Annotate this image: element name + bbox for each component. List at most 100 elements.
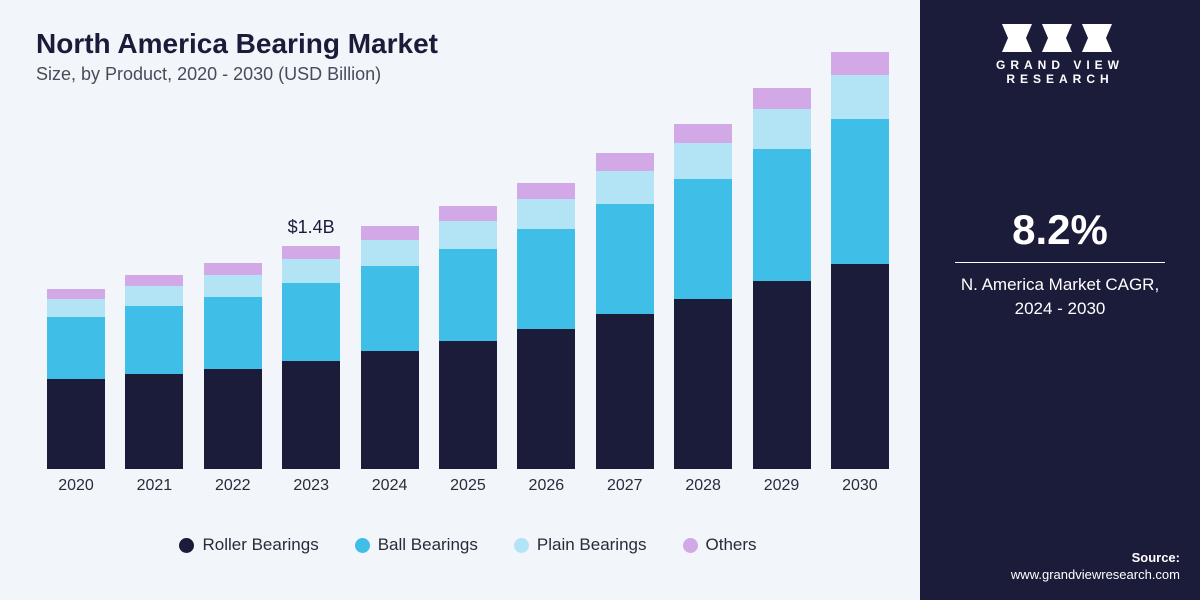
bar-segment (125, 374, 183, 469)
bar-column: 2029 (746, 88, 818, 495)
chart-title: North America Bearing Market (36, 28, 900, 60)
bar-stack (204, 263, 262, 469)
legend-label: Roller Bearings (202, 535, 318, 555)
bar-segment (125, 275, 183, 286)
legend-swatch-icon (514, 538, 529, 553)
x-axis-label: 2025 (450, 477, 486, 495)
source-label: Source: (1011, 550, 1180, 565)
bar-stack (282, 246, 340, 469)
bar-column: 2028 (667, 124, 739, 495)
bar-segment (517, 229, 575, 329)
bar-segment (361, 226, 419, 240)
bar-stack (596, 153, 654, 469)
bar-segment (47, 289, 105, 299)
bar-segment (204, 263, 262, 275)
x-axis-label: 2026 (529, 477, 565, 495)
source-url: www.grandviewresearch.com (1011, 567, 1180, 582)
bar-segment (596, 153, 654, 171)
bar-segment (47, 317, 105, 379)
bar-column: 2027 (589, 153, 661, 495)
x-axis-label: 2030 (842, 477, 878, 495)
bar-stack (517, 183, 575, 469)
bar-segment (674, 299, 732, 469)
legend-label: Others (706, 535, 757, 555)
bar-segment (47, 379, 105, 469)
bar-segment (596, 171, 654, 204)
bar-segment (361, 351, 419, 469)
legend-swatch-icon (683, 538, 698, 553)
bar-segment (753, 88, 811, 109)
bar-segment (439, 221, 497, 249)
x-axis-label: 2029 (764, 477, 800, 495)
bar-segment (674, 179, 732, 299)
bar-segment (204, 275, 262, 297)
chart-subtitle: Size, by Product, 2020 - 2030 (USD Billi… (36, 64, 900, 85)
bar-segment (517, 329, 575, 469)
x-axis-label: 2028 (685, 477, 721, 495)
divider (955, 262, 1165, 263)
chart-area: 2020202120222023$1.4B2024202520262027202… (36, 115, 900, 515)
legend-label: Plain Bearings (537, 535, 647, 555)
bar-segment (47, 299, 105, 317)
bar-segment (282, 283, 340, 361)
bar-segment (831, 75, 889, 119)
bar-segment (517, 183, 575, 199)
legend-item: Others (683, 535, 757, 555)
bar-segment (361, 266, 419, 351)
x-axis-label: 2027 (607, 477, 643, 495)
bar-segment (596, 314, 654, 469)
bar-segment (282, 246, 340, 259)
bar-stack (831, 52, 889, 469)
cagr-label-line2: 2024 - 2030 (1015, 299, 1106, 318)
bar-segment (831, 119, 889, 264)
bar-segment (753, 149, 811, 281)
x-axis-label: 2020 (58, 477, 94, 495)
x-axis-label: 2021 (137, 477, 173, 495)
logo-chevron-icon (1002, 24, 1038, 52)
bar-stack (753, 88, 811, 469)
legend-swatch-icon (179, 538, 194, 553)
bar-segment (596, 204, 654, 314)
bar-stack (125, 275, 183, 469)
bar-column: 2025 (432, 206, 504, 495)
legend-item: Plain Bearings (514, 535, 647, 555)
legend-swatch-icon (355, 538, 370, 553)
x-axis-label: 2023 (293, 477, 329, 495)
bar-segment (674, 143, 732, 179)
bar-segment (282, 361, 340, 469)
bar-segment (674, 124, 732, 143)
bar-segment (125, 306, 183, 374)
x-axis-label: 2024 (372, 477, 408, 495)
bar-segment (439, 249, 497, 341)
bar-segment (282, 259, 340, 283)
bar-container: 2020202120222023$1.4B2024202520262027202… (36, 115, 900, 495)
bar-segment (439, 206, 497, 221)
x-axis-label: 2022 (215, 477, 251, 495)
bar-stack (47, 289, 105, 469)
bar-column: 2026 (510, 183, 582, 495)
bar-segment (831, 264, 889, 469)
bar-segment (753, 109, 811, 149)
bar-segment (204, 297, 262, 369)
legend-item: Roller Bearings (179, 535, 318, 555)
bar-stack (361, 226, 419, 469)
bar-column: 2020 (40, 289, 112, 495)
legend-item: Ball Bearings (355, 535, 478, 555)
bar-column: 2023$1.4B (275, 246, 347, 495)
bar-column: 2024 (354, 226, 426, 495)
logo-chevron-icon (1042, 24, 1078, 52)
value-callout: $1.4B (288, 217, 335, 238)
source-footer: Source: www.grandviewresearch.com (1011, 550, 1180, 582)
bar-segment (517, 199, 575, 229)
bar-column: 2022 (197, 263, 269, 495)
brand-logo (1002, 24, 1118, 52)
bar-segment (753, 281, 811, 469)
bar-stack (439, 206, 497, 469)
brand-name: GRAND VIEW RESEARCH (940, 58, 1180, 86)
side-panel: GRAND VIEW RESEARCH 8.2% N. America Mark… (920, 0, 1200, 600)
legend-label: Ball Bearings (378, 535, 478, 555)
bar-segment (831, 52, 889, 75)
cagr-label: N. America Market CAGR, 2024 - 2030 (961, 273, 1159, 321)
bar-segment (439, 341, 497, 469)
bar-segment (361, 240, 419, 266)
